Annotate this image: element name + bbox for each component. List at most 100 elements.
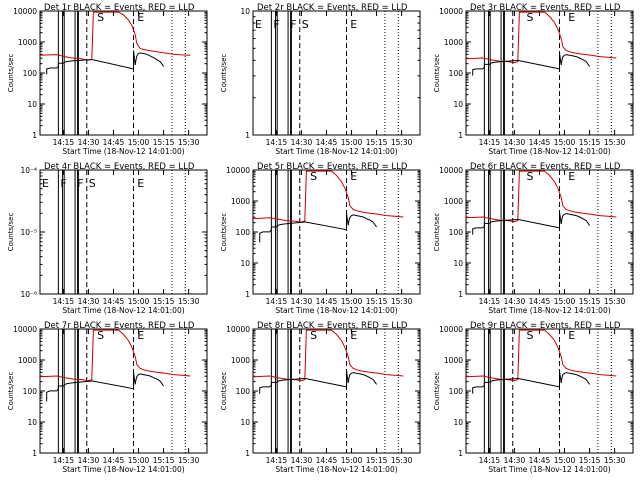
x-tick-label: 15:15	[366, 138, 388, 147]
panel-title: Det 7r BLACK = Events, RED = LLD	[44, 321, 195, 331]
y-tick-label: 10	[27, 418, 37, 427]
detector-panel-1: Det 1r BLACK = Events, RED = LLD 1 10 100 10…	[7, 3, 208, 156]
x-tick-label: 14:15	[479, 297, 501, 306]
detector-panel-5: Det 5r BLACK = Events, RED = LLD 1 10 100 10…	[220, 162, 421, 315]
x-tick-label: 14:45	[316, 456, 338, 465]
panel-title: Det 3r BLACK = Events, RED = LLD	[470, 3, 621, 13]
y-axis-label: Counts/sec	[433, 54, 441, 93]
event-marker-label: S	[310, 329, 317, 342]
detector-panel-6: Det 6r BLACK = Events, RED = LLD 1 10 100 10…	[433, 162, 634, 315]
x-tick-label: 15:00	[128, 456, 150, 465]
x-axis-label: Start Time (18-Nov-12 14:01:00)	[275, 465, 397, 474]
event-marker-label: F	[273, 18, 279, 31]
x-tick-label: 14:45	[529, 456, 551, 465]
x-tick-label: 14:15	[53, 297, 75, 306]
x-tick-label: 15:00	[128, 138, 150, 147]
panel-title: Det 2r BLACK = Events, RED = LLD	[257, 3, 408, 13]
y-axis-label: Counts/sec	[220, 213, 228, 252]
x-tick-label: 15:00	[554, 456, 576, 465]
plot-frame	[465, 328, 634, 454]
y-tick-label: 100	[449, 228, 464, 237]
y-tick-label: 1000	[444, 38, 463, 47]
events-series-line	[472, 211, 591, 235]
event-marker-label: S	[97, 11, 104, 24]
events-series-line	[259, 213, 378, 243]
events-series-line	[259, 370, 378, 394]
y-tick-label: 1	[458, 131, 463, 140]
x-tick-label: 14:30	[291, 297, 313, 306]
x-tick-label: 15:00	[554, 297, 576, 306]
event-marker-label: S	[89, 177, 96, 190]
y-tick-label: 1	[245, 290, 250, 299]
event-marker-label: E	[137, 11, 144, 24]
x-tick-label: 15:30	[391, 297, 413, 306]
x-axis-label: Start Time (18-Nov-12 14:01:00)	[62, 147, 184, 156]
x-tick-label: 15:30	[604, 297, 626, 306]
event-marker-label: E	[350, 329, 357, 342]
x-tick-label: 14:15	[53, 138, 75, 147]
events-series-line	[472, 52, 591, 76]
x-axis-label: Start Time (18-Nov-12 14:01:00)	[488, 147, 610, 156]
y-tick-label: 10000	[226, 325, 250, 334]
y-tick-label: 100	[449, 387, 464, 396]
y-tick-label: 10000	[439, 325, 463, 334]
y-axis-label: Counts/sec	[220, 54, 228, 93]
x-tick-label: 14:45	[103, 138, 125, 147]
x-tick-label: 14:15	[479, 456, 501, 465]
event-marker-label: F	[60, 177, 66, 190]
lld-series-line	[39, 11, 191, 61]
lld-series-line	[465, 11, 617, 64]
y-tick-label: 1000	[18, 356, 37, 365]
event-marker-label: E	[350, 170, 357, 183]
x-tick-label: 14:45	[529, 297, 551, 306]
plot-frame	[252, 328, 421, 454]
x-tick-label: 15:15	[579, 138, 601, 147]
detector-panel-9: Det 9r BLACK = Events, RED = LLD 1 10 100 10…	[433, 321, 634, 474]
x-tick-label: 15:30	[178, 138, 200, 147]
y-axis-label: Counts/sec	[7, 54, 15, 93]
x-tick-label: 15:00	[341, 297, 363, 306]
y-tick-label: 10000	[226, 166, 250, 175]
x-axis-label: Start Time (18-Nov-12 14:01:00)	[488, 306, 610, 315]
event-marker-label: S	[97, 329, 104, 342]
x-tick-label: 14:30	[291, 456, 313, 465]
x-axis-label: Start Time (18-Nov-12 14:01:00)	[488, 465, 610, 474]
y-tick-label: 1	[32, 449, 37, 458]
x-axis-label: Start Time (18-Nov-12 14:01:00)	[62, 465, 184, 474]
y-tick-label: 1000	[444, 356, 463, 365]
x-tick-label: 15:15	[579, 456, 601, 465]
panel-title: Det 5r BLACK = Events, RED = LLD	[257, 162, 408, 172]
y-axis-label: Counts/sec	[7, 213, 15, 252]
lld-series-line	[465, 329, 617, 382]
detector-panel-7: Det 7r BLACK = Events, RED = LLD 1 10 100 10…	[7, 321, 208, 474]
y-tick-label: 1	[32, 131, 37, 140]
detector-panel-4: Det 4r BLACK = Events, RED = LLD 10⁻⁶ 10⁻⁵…	[7, 162, 208, 315]
x-tick-label: 15:15	[366, 297, 388, 306]
y-tick-label: 10000	[439, 7, 463, 16]
x-tick-label: 15:15	[153, 138, 175, 147]
x-tick-label: 14:30	[504, 297, 526, 306]
events-series-line	[46, 50, 165, 75]
y-tick-label: 10⁻⁴	[20, 166, 37, 175]
y-tick-label: 100	[449, 69, 464, 78]
x-tick-label: 14:15	[479, 138, 501, 147]
x-tick-label: 14:30	[291, 138, 313, 147]
x-tick-label: 15:00	[128, 297, 150, 306]
lld-series-line	[252, 170, 404, 223]
lld-series-line	[39, 329, 191, 382]
panel-title: Det 8r BLACK = Events, RED = LLD	[257, 321, 408, 331]
y-tick-label: 100	[23, 69, 38, 78]
detector-panel-8: Det 8r BLACK = Events, RED = LLD 1 10 100 10…	[220, 321, 421, 474]
x-axis-label: Start Time (18-Nov-12 14:01:00)	[275, 147, 397, 156]
x-tick-label: 15:15	[153, 297, 175, 306]
event-marker-label: E	[568, 170, 575, 183]
x-tick-label: 15:30	[178, 297, 200, 306]
plot-frame	[465, 169, 634, 295]
y-tick-label: 10	[240, 418, 250, 427]
plot-frame	[465, 10, 634, 136]
y-tick-label: 100	[236, 228, 251, 237]
x-tick-label: 15:15	[366, 456, 388, 465]
events-series-line	[472, 370, 591, 394]
event-marker-label: S	[526, 11, 533, 24]
